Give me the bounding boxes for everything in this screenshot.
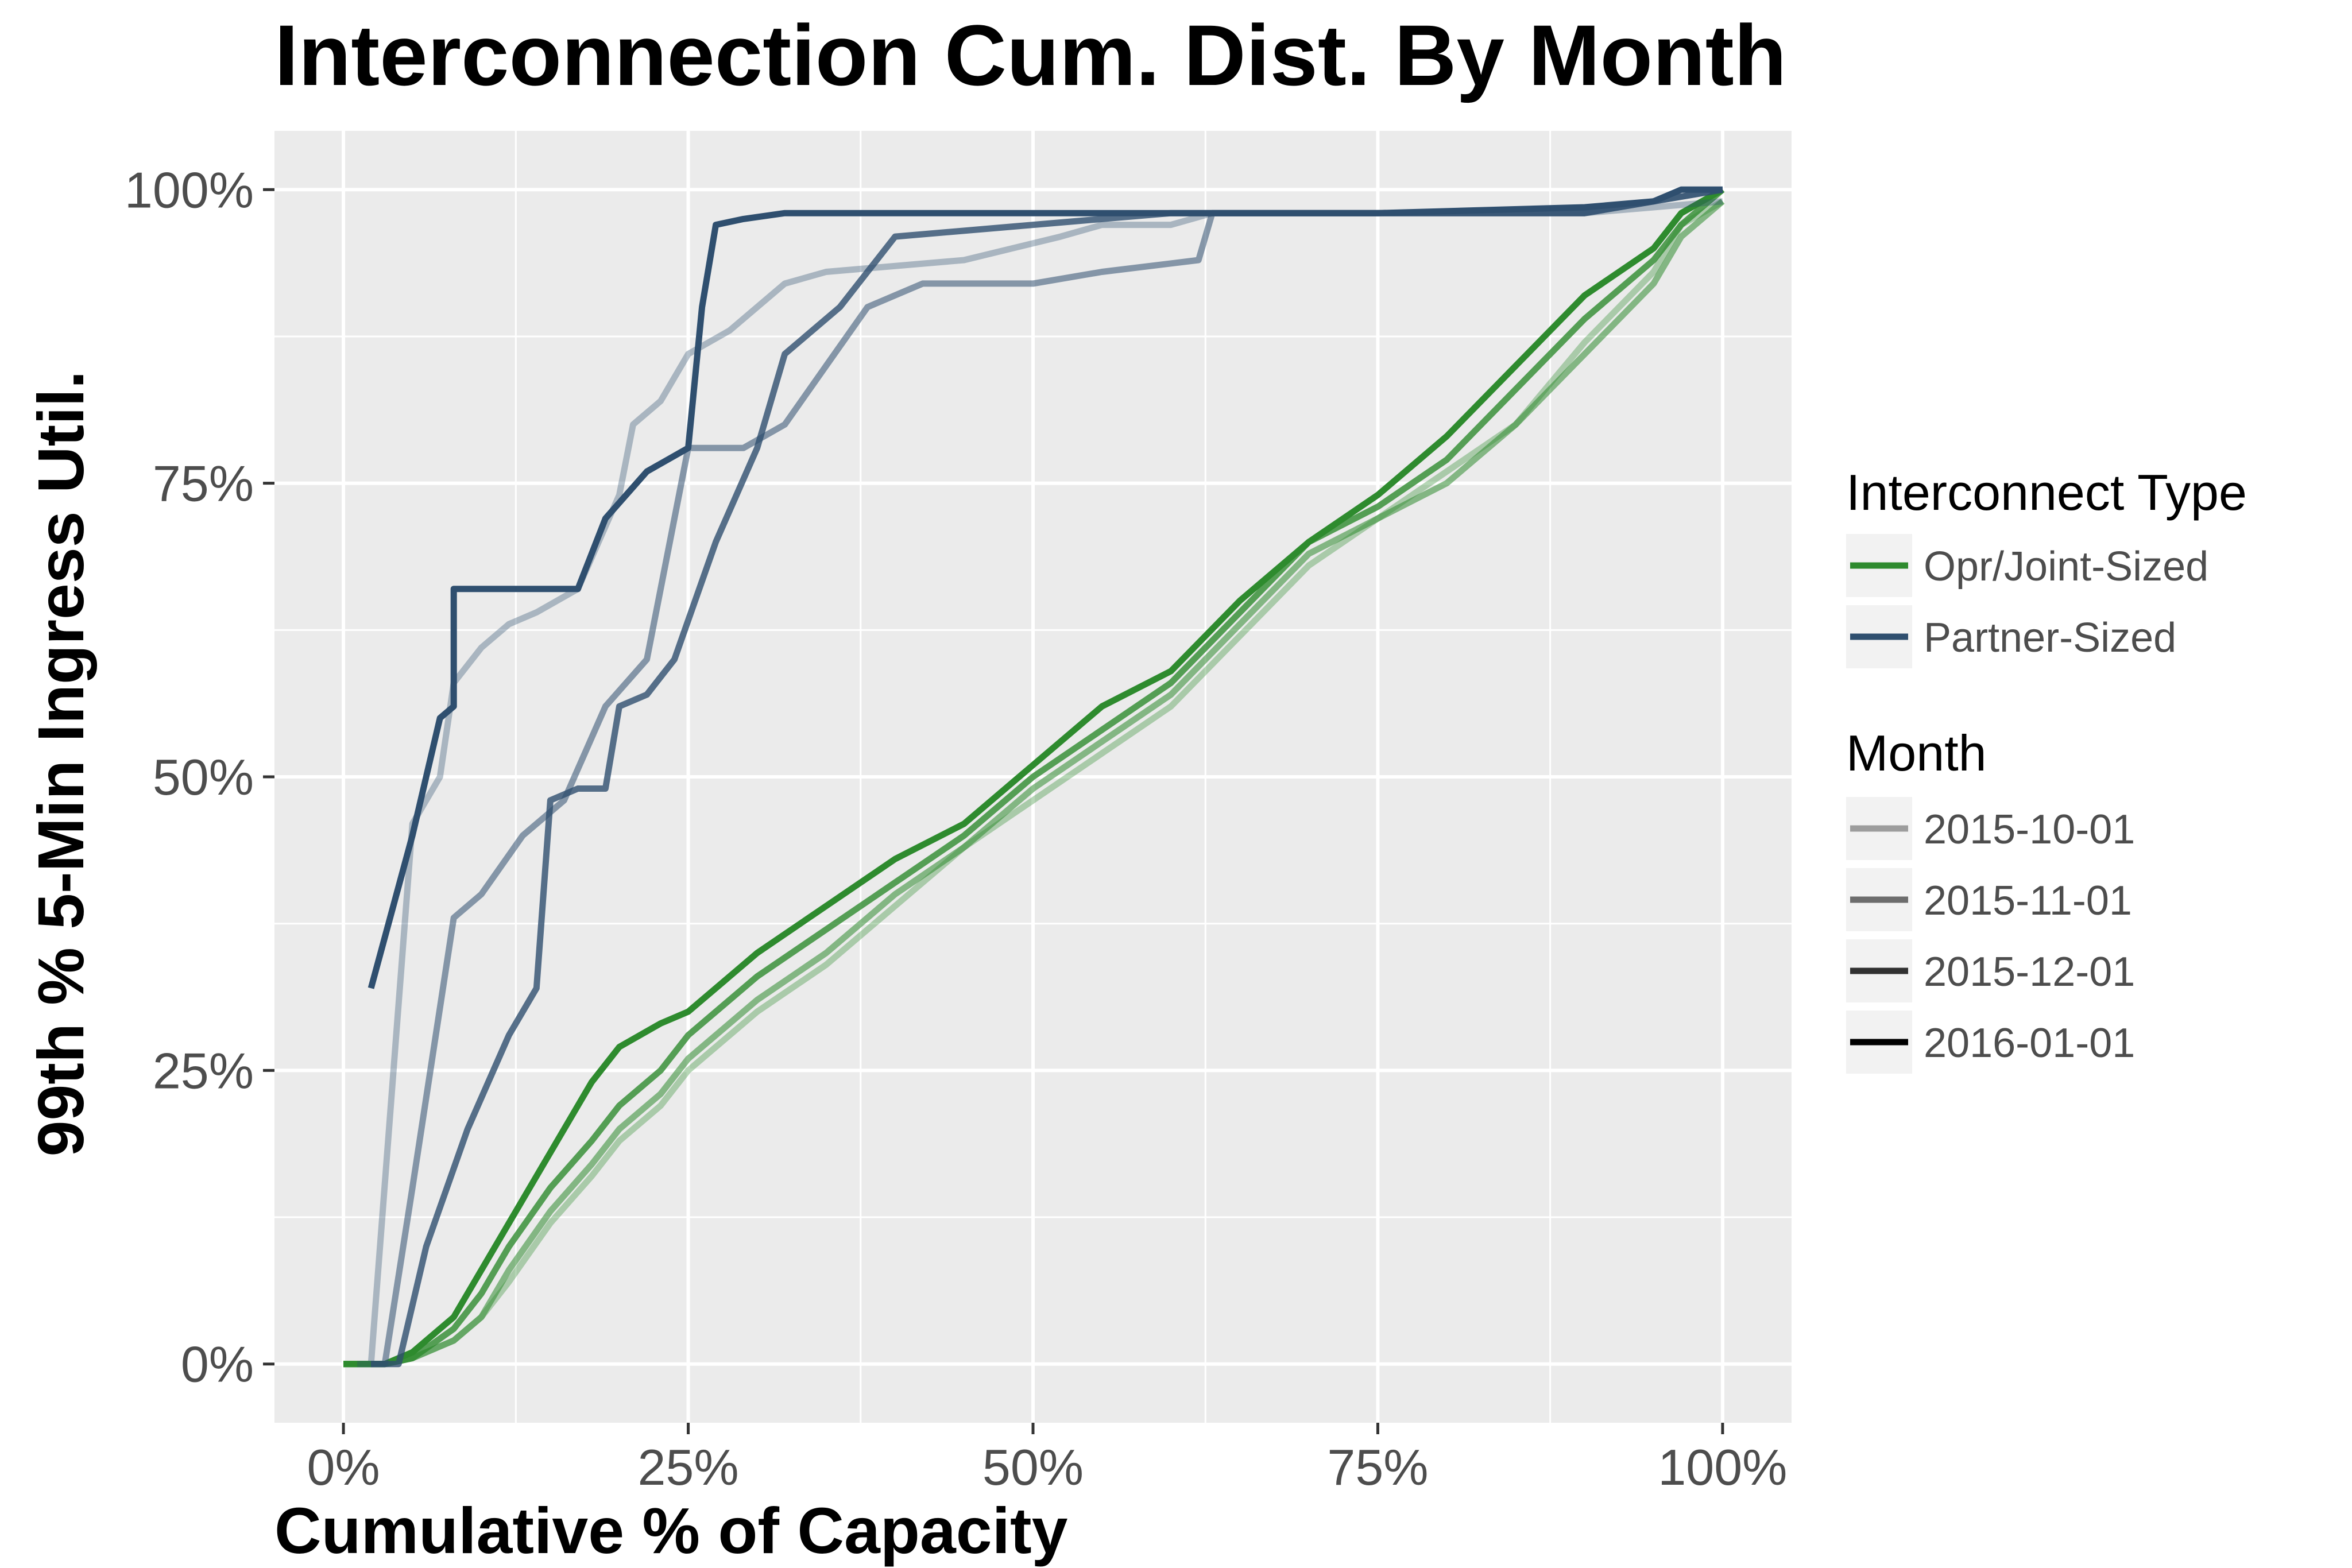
series-line-partner-2016-01-01 [368,186,1723,989]
y-tick-label: 50% [153,749,254,806]
x-tick-label: 75% [1327,1439,1428,1496]
y-tick-label: 75% [153,455,254,512]
legend-key-background [1846,797,1912,860]
legend-type-label: Opr/Joint-Sized [1924,544,2208,590]
series-layer [343,186,1725,1368]
y-tick-label: 100% [125,161,254,218]
y-tick-label: 0% [181,1336,254,1393]
legend-month-title: Month [1846,725,1987,781]
legend-month-label: 2015-10-01 [1924,807,2135,853]
legend-month-label: 2015-11-01 [1924,878,2132,924]
legend-type-title: Interconnect Type [1846,464,2247,521]
y-axis-title: 99th % 5-Min Ingress Util. [25,371,97,1157]
legend-month-label: 2015-12-01 [1924,949,2135,995]
x-tick-label: 100% [1658,1439,1787,1496]
x-tick-label: 0% [307,1439,380,1496]
x-axis-title: Cumulative % of Capacity [274,1495,1068,1567]
x-tick-label: 50% [982,1439,1084,1496]
legend-type-items: Opr/Joint-Sized Partner-Sized [1846,534,2208,668]
legend-type-label: Partner-Sized [1924,615,2176,661]
x-axis: 0% 25% 50% 75% 100% [307,1423,1787,1496]
chart-title: Interconnection Cum. Dist. By Month [274,7,1786,103]
legend-month-label: 2016-01-01 [1924,1020,2135,1066]
x-tick-label: 25% [637,1439,738,1496]
legend-month-items: 2015-10-01 2015-11-01 2015-12-01 2016-01-01 [1846,797,2135,1074]
y-axis: 0% 25% 50% 75% 100% [125,161,274,1393]
series-line-opr-joint-2016-01-01 [343,187,1724,1368]
series-line-opr-joint-2015-11-01 [343,199,1725,1368]
series-line-opr-joint-2015-12-01 [343,187,1725,1368]
legend: Interconnect Type Opr/Joint-Sized Partner… [1846,464,2247,1074]
y-tick-label: 25% [153,1042,254,1099]
